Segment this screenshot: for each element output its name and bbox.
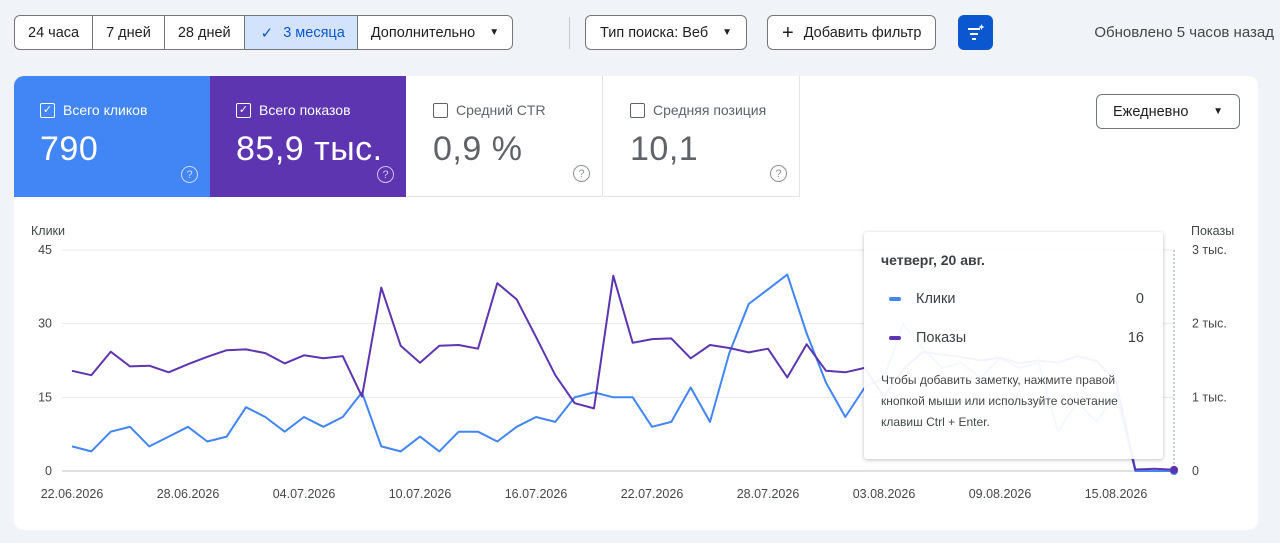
help-icon[interactable]: ? (377, 166, 394, 183)
help-icon[interactable]: ? (770, 165, 787, 182)
legend-dash-icon (889, 297, 901, 301)
x-tick-label: 22.06.2026 (41, 487, 104, 501)
x-tick-label: 16.07.2026 (505, 487, 568, 501)
updated-status: Обновлено 5 часов назад (1094, 24, 1274, 41)
tooltip-row-clicks: Клики 0 (881, 291, 1146, 307)
search-type-button[interactable]: Тип поиска: Веб ▼ (585, 15, 748, 50)
range-24h-button[interactable]: 24 часа (15, 16, 94, 49)
left-tick-label: 45 (38, 243, 52, 257)
left-axis-label: Клики (31, 224, 65, 238)
x-tick-label: 28.07.2026 (737, 487, 800, 501)
metric-average-position[interactable]: Средняя позиция 10,1 ? (604, 76, 800, 197)
tooltip-date: четверг, 20 авг. (881, 252, 985, 268)
caret-down-icon: ▼ (1213, 106, 1223, 117)
metric-value: 790 (40, 130, 99, 168)
metric-average-ctr[interactable]: Средний CTR 0,9 % ? (407, 76, 603, 197)
x-tick-label: 28.06.2026 (157, 487, 220, 501)
x-tick-label: 10.07.2026 (389, 487, 452, 501)
range-7d-button[interactable]: 7 дней (93, 16, 165, 49)
left-tick-label: 0 (45, 464, 52, 478)
hover-points (1170, 465, 1178, 475)
checkmark-icon: ✓ (260, 24, 274, 42)
range-3m-button[interactable]: ✓ 3 месяца (244, 16, 358, 49)
performance-card: ✓ Всего кликов 790 ? ✓ Всего показов 85,9 … (14, 76, 1258, 530)
toolbar-divider (569, 17, 570, 49)
metric-value: 10,1 (630, 130, 699, 168)
period-select[interactable]: Ежедневно ▼ (1096, 94, 1240, 129)
range-more-button[interactable]: Дополнительно ▼ (370, 24, 500, 41)
right-tick-label: 3 тыс. (1192, 243, 1227, 257)
x-tick-label: 09.08.2026 (969, 487, 1032, 501)
tooltip-row-impressions: Показы 16 (881, 330, 1146, 346)
x-tick-label: 22.07.2026 (621, 487, 684, 501)
date-range-group: 24 часа 7 дней 28 дней ✓ 3 месяца Дополни… (14, 15, 514, 50)
x-tick-label: 03.08.2026 (853, 487, 916, 501)
range-28d-button[interactable]: 28 дней (165, 16, 245, 49)
x-tick-label: 04.07.2026 (273, 487, 336, 501)
caret-down-icon: ▼ (722, 27, 733, 38)
chart-tooltip: четверг, 20 авг. Клики 0 Показы 16 Чтобы… (864, 232, 1163, 459)
x-axis-ticks: 22.06.2026 28.06.2026 04.07.2026 10.07.2026… (41, 487, 1148, 501)
tooltip-note: Чтобы добавить заметку, нажмите правой к… (881, 373, 1118, 429)
filter-sparkle-button[interactable] (958, 15, 993, 50)
checkbox-unchecked-icon (433, 102, 448, 118)
left-tick-label: 15 (38, 390, 52, 404)
checkbox-checked-icon: ✓ (40, 102, 55, 118)
help-icon[interactable]: ? (181, 166, 198, 183)
checkbox-unchecked-icon (630, 102, 645, 118)
metric-value: 0,9 % (433, 130, 523, 168)
metric-total-clicks[interactable]: ✓ Всего кликов 790 ? (14, 76, 210, 197)
right-axis-label: Показы (1191, 224, 1234, 238)
plus-icon: + (782, 21, 794, 44)
caret-down-icon: ▼ (489, 27, 500, 38)
checkbox-checked-icon: ✓ (236, 102, 251, 118)
hover-point-impressions (1170, 465, 1178, 474)
help-icon[interactable]: ? (573, 165, 590, 182)
left-tick-label: 30 (38, 317, 52, 331)
right-tick-label: 1 тыс. (1192, 390, 1227, 404)
legend-dash-icon (889, 336, 901, 340)
right-tick-label: 2 тыс. (1192, 317, 1227, 331)
toolbar: 24 часа 7 дней 28 дней ✓ 3 месяца Дополни… (14, 15, 1280, 50)
metric-value: 85,9 тыс. (236, 130, 383, 168)
x-tick-label: 15.08.2026 (1085, 487, 1148, 501)
metric-total-impressions[interactable]: ✓ Всего показов 85,9 тыс. ? (210, 76, 406, 197)
add-filter-button[interactable]: + Добавить фильтр (767, 15, 937, 50)
left-axis-ticks: 0 15 30 45 (38, 243, 52, 478)
filter-sparkle-icon (967, 23, 984, 40)
right-axis-ticks: 0 1 тыс. 2 тыс. 3 тыс. (1192, 243, 1227, 478)
right-tick-label: 0 (1192, 464, 1199, 478)
